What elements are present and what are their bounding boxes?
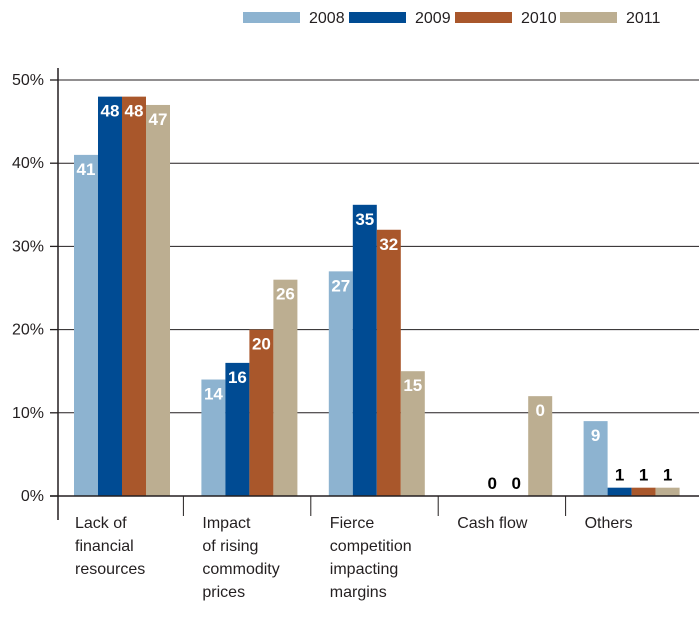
- data-label-2011-3: 0: [535, 401, 544, 420]
- legend: 2008 2009 2010 2011: [243, 10, 661, 27]
- data-label-2011-4: 1: [663, 466, 672, 485]
- legend-label-2008: 2008: [309, 10, 345, 27]
- category-label-4: Others: [585, 515, 633, 532]
- category-label-2: impacting: [330, 561, 398, 578]
- data-label-2008-2: 27: [331, 276, 350, 295]
- data-label-2010-3: 0: [511, 474, 520, 493]
- data-label-2009-4: 1: [615, 466, 624, 485]
- data-label-2010-1: 20: [252, 335, 271, 354]
- legend-swatch-2008: [243, 12, 300, 23]
- category-label-1: commodity: [202, 561, 279, 578]
- data-label-2009-2: 35: [355, 210, 374, 229]
- category-label-2: Fierce: [330, 515, 375, 532]
- legend-label-2011: 2011: [626, 10, 661, 27]
- y-tick-label: 0%: [21, 488, 44, 505]
- category-label-1: of rising: [202, 538, 258, 555]
- bar-2011-0: [146, 104, 170, 497]
- bar-2010-0: [122, 96, 146, 496]
- category-label-1: Impact: [202, 515, 251, 532]
- y-tick-label: 20%: [12, 322, 44, 339]
- category-labels: Lack of financial resources Impact of rising…: [75, 515, 633, 601]
- bar-2011-2: [400, 371, 425, 496]
- bar-2011-4: [655, 487, 680, 496]
- y-tick-label: 50%: [12, 72, 44, 89]
- legend-swatch-2009: [349, 12, 406, 23]
- bar-2009-1: [225, 362, 250, 496]
- legend-label-2009: 2009: [415, 10, 451, 27]
- bar-2008-2: [328, 271, 353, 496]
- data-label-2011-0: 47: [149, 110, 168, 129]
- bars: [74, 96, 680, 497]
- data-label-2011-2: 15: [403, 376, 422, 395]
- y-tick-label: 40%: [12, 155, 44, 172]
- data-label-2010-0: 48: [125, 102, 144, 121]
- data-label-2009-3: 0: [487, 474, 496, 493]
- bar-2011-1: [273, 279, 298, 496]
- legend-label-2010: 2010: [521, 10, 557, 27]
- category-label-2: competition: [330, 538, 412, 555]
- bar-2010-1: [249, 329, 274, 496]
- bar-2009-2: [352, 204, 377, 497]
- data-label-2010-2: 32: [379, 235, 398, 254]
- y-tick-labels: 0% 10% 20% 30% 40% 50%: [12, 72, 44, 505]
- data-label-2008-0: 41: [77, 160, 96, 179]
- bar-2010-2: [376, 229, 401, 496]
- y-tick-label: 30%: [12, 238, 44, 255]
- legend-swatch-2011: [560, 12, 617, 23]
- legend-swatch-2010: [455, 12, 512, 23]
- data-label-2011-1: 26: [276, 285, 295, 304]
- category-label-3: Cash flow: [457, 515, 528, 532]
- data-label-2010-4: 1: [639, 466, 648, 485]
- category-label-0: financial: [75, 538, 134, 555]
- bar-2011-3: [528, 396, 553, 496]
- data-label-2009-0: 48: [101, 102, 120, 121]
- category-label-2: margins: [330, 584, 387, 601]
- bar-2008-0: [74, 154, 98, 496]
- data-label-2009-1: 16: [228, 368, 247, 387]
- bar-2008-1: [201, 379, 226, 496]
- bar-2009-0: [98, 96, 122, 496]
- bar-2010-4: [631, 487, 656, 496]
- category-label-0: Lack of: [75, 515, 127, 532]
- category-label-0: resources: [75, 561, 145, 578]
- data-label-2008-1: 14: [204, 385, 223, 404]
- category-label-1: prices: [202, 584, 245, 601]
- bar-2009-4: [607, 487, 632, 496]
- bar-2008-4: [583, 421, 608, 496]
- data-label-2008-4: 9: [591, 426, 600, 445]
- axes: [50, 68, 699, 520]
- y-tick-label: 10%: [12, 405, 44, 422]
